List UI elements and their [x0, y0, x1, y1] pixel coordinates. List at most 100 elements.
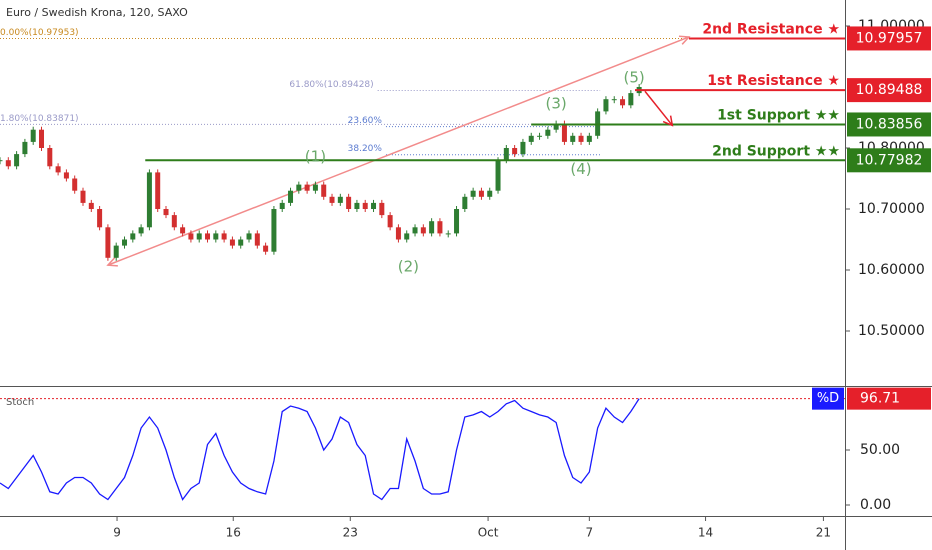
candle — [561, 123, 567, 142]
candle — [163, 209, 169, 216]
candle — [329, 196, 335, 203]
candle — [404, 233, 410, 240]
candle — [213, 233, 219, 240]
candle — [537, 135, 543, 137]
candle — [578, 135, 584, 142]
target-arrow — [644, 90, 673, 126]
candle — [155, 172, 161, 210]
candle — [55, 166, 61, 173]
candle — [304, 184, 310, 191]
candle — [470, 190, 476, 197]
level-value: 10.83856 — [856, 116, 923, 132]
candle — [138, 227, 144, 234]
candle — [221, 233, 227, 240]
candle — [478, 190, 484, 197]
candle — [279, 202, 285, 210]
x-tick-label: 9 — [113, 526, 121, 540]
candle — [180, 227, 186, 234]
y-tick-label: 10.50000 — [858, 323, 925, 339]
level-name: 2nd Support ★★ — [712, 143, 840, 159]
level-badge — [847, 148, 931, 173]
candle — [113, 245, 119, 258]
legend-badge — [812, 387, 844, 410]
candle — [379, 202, 385, 216]
candle — [246, 233, 252, 240]
fib-label: 0.00%(10.97953) — [0, 28, 79, 38]
candle — [337, 196, 343, 203]
candle — [387, 215, 393, 228]
candle — [288, 190, 294, 203]
candle — [420, 227, 426, 234]
x-tick-label: 16 — [226, 526, 241, 540]
fib-label: 38.20% — [348, 144, 383, 154]
trend-arrowhead — [106, 257, 118, 267]
candle — [47, 147, 53, 167]
candle — [263, 245, 269, 252]
candle — [445, 233, 451, 235]
legend-entry: %D — [817, 391, 839, 406]
candle — [130, 233, 136, 240]
candle — [122, 239, 128, 246]
candle — [495, 160, 501, 191]
candle — [296, 184, 302, 191]
wave-label: (1) — [305, 148, 326, 166]
last-value: 96.71 — [860, 391, 900, 407]
candle — [205, 233, 211, 240]
level-value: 10.89488 — [856, 82, 923, 98]
x-tick-label: 21 — [816, 526, 831, 540]
x-tick-label: 23 — [343, 526, 358, 540]
wave-label: (2) — [398, 257, 419, 275]
candle — [586, 135, 592, 142]
candle — [570, 135, 576, 142]
candle — [321, 184, 327, 197]
trend-line — [107, 36, 690, 266]
level-value: 10.77982 — [856, 152, 923, 168]
candle — [105, 227, 111, 258]
candle — [429, 221, 435, 234]
candle — [487, 190, 493, 197]
y-tick-label: 0.00 — [860, 497, 891, 513]
candle — [312, 184, 318, 191]
candle — [39, 129, 45, 148]
last-value-badge — [847, 387, 931, 410]
candle — [520, 141, 526, 155]
candle — [146, 172, 152, 228]
level-name: 1st Resistance ★ — [707, 73, 840, 89]
candle — [454, 209, 460, 234]
chart-title: Euro / Swedish Krona, 120, SAXO — [6, 6, 188, 19]
candle — [462, 196, 468, 210]
level-name: 2nd Resistance ★ — [702, 21, 840, 37]
candle — [620, 99, 626, 106]
level-badge — [847, 78, 931, 103]
candle — [5, 160, 11, 167]
trend-arrowhead — [678, 35, 691, 45]
level-badge — [847, 26, 931, 51]
y-tick-label: 10.60000 — [858, 262, 925, 278]
x-tick-label: 7 — [586, 526, 594, 540]
candle — [437, 221, 443, 234]
candle — [545, 129, 551, 136]
candle — [395, 227, 401, 240]
target-arrowhead — [662, 115, 674, 127]
level-badge — [847, 112, 931, 137]
candle — [611, 99, 617, 101]
stoch-line — [0, 398, 640, 501]
candle — [362, 202, 368, 210]
candle — [512, 147, 518, 155]
candle — [188, 233, 194, 240]
level-value: 10.97957 — [856, 30, 923, 46]
candle — [229, 239, 235, 246]
candle — [254, 233, 260, 246]
indicator-name: Stoch — [6, 397, 34, 408]
wave-label: (5) — [624, 68, 645, 86]
level-name: 1st Support ★★ — [717, 107, 840, 123]
candle — [14, 154, 20, 167]
candle — [412, 227, 418, 234]
candle — [603, 99, 609, 112]
candle — [371, 202, 377, 210]
candle — [628, 93, 634, 106]
candle — [354, 202, 360, 210]
y-tick-label: 10.70000 — [858, 201, 925, 217]
candle — [346, 196, 352, 210]
